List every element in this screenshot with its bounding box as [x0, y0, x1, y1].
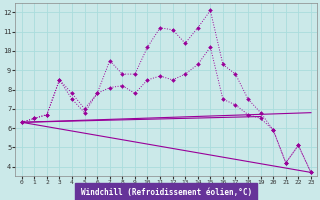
X-axis label: Windchill (Refroidissement éolien,°C): Windchill (Refroidissement éolien,°C) [81, 188, 252, 197]
